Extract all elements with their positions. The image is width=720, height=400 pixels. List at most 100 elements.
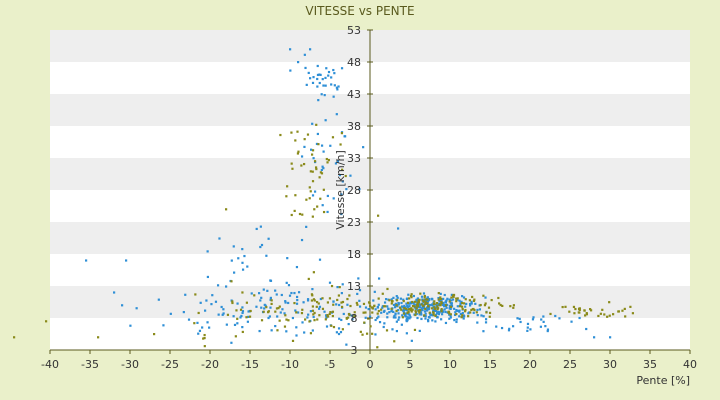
data-point <box>461 314 464 317</box>
data-point <box>311 180 315 183</box>
data-point <box>435 303 438 307</box>
data-point <box>241 306 244 309</box>
data-point <box>418 329 421 332</box>
data-point <box>311 287 314 291</box>
data-point <box>427 305 430 308</box>
y-axis-label: Vitesse [km/h] <box>334 150 347 230</box>
data-point <box>236 317 239 320</box>
data-point <box>406 311 409 314</box>
data-point <box>245 316 248 319</box>
data-point <box>187 318 191 321</box>
data-point <box>296 298 299 302</box>
data-point <box>357 277 360 280</box>
data-point <box>364 306 368 309</box>
data-point <box>413 300 417 303</box>
data-point <box>404 315 407 318</box>
data-point <box>561 305 564 309</box>
data-point <box>403 304 406 307</box>
data-point <box>266 289 269 292</box>
data-point <box>296 152 300 155</box>
data-point <box>233 323 237 327</box>
data-point <box>546 329 549 333</box>
x-tick-label: -40 <box>41 358 59 371</box>
data-point <box>381 306 384 309</box>
data-point <box>258 329 261 333</box>
data-point <box>129 324 132 327</box>
data-point <box>499 303 502 307</box>
x-tick-label: -30 <box>121 358 139 371</box>
data-point <box>418 303 421 306</box>
data-point <box>390 298 393 301</box>
data-point <box>452 293 456 297</box>
data-point <box>284 300 287 303</box>
data-point <box>415 298 418 301</box>
x-tick-label: -15 <box>241 358 259 371</box>
data-point <box>278 305 281 308</box>
data-point <box>385 329 389 332</box>
data-point <box>368 302 371 305</box>
data-point <box>472 299 476 302</box>
data-point <box>374 308 377 311</box>
data-point <box>216 284 220 287</box>
data-point <box>309 48 312 51</box>
data-point <box>331 136 335 139</box>
data-point <box>203 336 206 340</box>
data-point <box>367 317 370 320</box>
data-point <box>394 316 397 319</box>
data-point <box>295 334 298 337</box>
data-point <box>322 167 325 170</box>
data-point <box>169 312 172 315</box>
data-point <box>329 311 332 314</box>
data-point <box>377 315 380 318</box>
data-point <box>509 305 512 308</box>
data-point <box>395 295 398 298</box>
data-point <box>443 308 446 311</box>
data-point <box>423 314 426 317</box>
data-point <box>570 320 573 323</box>
data-point <box>406 319 409 322</box>
data-point <box>455 312 458 316</box>
y-tick-label: 3 <box>351 344 358 357</box>
data-point <box>482 294 485 297</box>
data-point <box>430 297 434 300</box>
data-point <box>330 83 333 86</box>
data-point <box>376 317 379 320</box>
data-point <box>453 319 456 322</box>
data-point <box>529 328 532 331</box>
data-point <box>417 309 420 313</box>
data-point <box>311 170 314 173</box>
data-point <box>429 303 432 307</box>
data-point <box>423 310 427 313</box>
data-point <box>279 133 282 137</box>
data-point <box>295 265 299 269</box>
data-point <box>473 308 476 312</box>
data-point <box>300 312 304 315</box>
data-point <box>542 320 545 323</box>
data-point <box>206 321 209 324</box>
data-point <box>222 312 225 315</box>
data-point <box>331 310 335 313</box>
data-point <box>321 297 324 300</box>
data-point <box>413 305 416 308</box>
data-point <box>221 313 224 316</box>
data-point <box>259 245 262 249</box>
data-point <box>153 333 156 336</box>
data-point <box>203 345 206 348</box>
data-point <box>446 303 449 306</box>
data-point <box>325 157 328 161</box>
data-point <box>390 307 393 310</box>
data-point <box>325 316 328 319</box>
data-point <box>403 307 406 310</box>
data-point <box>490 298 493 302</box>
data-point <box>313 160 317 163</box>
data-point <box>589 309 593 312</box>
data-point <box>422 292 426 295</box>
x-tick-label: 35 <box>643 358 657 371</box>
data-point <box>420 303 423 306</box>
data-point <box>232 315 235 318</box>
data-point <box>452 295 455 298</box>
data-point <box>269 296 272 300</box>
data-point <box>345 188 348 191</box>
data-point <box>293 301 296 305</box>
data-point <box>338 173 342 177</box>
